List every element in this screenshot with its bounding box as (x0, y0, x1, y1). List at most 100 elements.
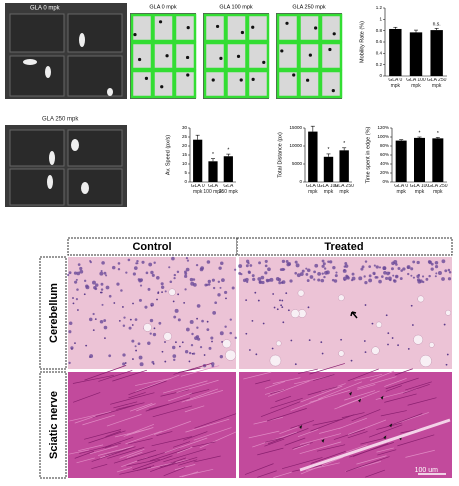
nucleus (177, 318, 181, 322)
nucleus (434, 265, 439, 269)
cell (272, 293, 275, 295)
nucleus (258, 280, 263, 285)
cell (397, 344, 399, 347)
x-tick-label-box: GLA 250 mpk (219, 184, 238, 194)
nucleus (322, 262, 326, 266)
nucleus (75, 298, 79, 301)
mouse (306, 78, 310, 82)
nucleus (67, 273, 70, 277)
y-tick-label: 5000 (292, 161, 303, 166)
nucleus (345, 274, 348, 278)
fiber (384, 378, 407, 387)
nucleus (410, 267, 414, 271)
nucleus (317, 278, 321, 282)
fiber (160, 389, 189, 397)
fiber (98, 370, 133, 382)
photo-label: GLA 0 mpk (30, 6, 61, 12)
fiber (176, 379, 219, 393)
tracking-arena (203, 13, 227, 43)
nucleus (217, 293, 221, 297)
nucleus (238, 264, 243, 269)
x-tick-label-box: GLA 0 mpk (394, 184, 408, 194)
fiber (351, 409, 381, 422)
fiber (313, 374, 335, 381)
fiber-gap (299, 418, 451, 472)
nucleus (391, 261, 395, 266)
nucleus (117, 268, 121, 271)
nucleus (260, 275, 265, 280)
nucleus (184, 272, 188, 276)
cell (262, 322, 265, 325)
mouse (328, 47, 332, 52)
fiber (356, 455, 387, 465)
x-tick-label-box: GLA 250 mpk (334, 184, 353, 194)
nucleus (430, 262, 434, 266)
arena (9, 129, 65, 167)
vacuole (168, 288, 176, 296)
x-tick-label: GLA 100 mpk (318, 184, 339, 195)
cell (407, 348, 410, 350)
cerebellum-image (239, 257, 452, 369)
row-header: Cerebellum (48, 283, 60, 343)
x-tick-label-box: GLA 100 mpk (410, 184, 429, 194)
tracking-arena (298, 69, 321, 99)
nucleus (173, 273, 177, 277)
nucleus (92, 312, 95, 316)
fiber (172, 441, 191, 448)
tracking-arena (130, 41, 154, 71)
nucleus (275, 276, 280, 281)
cell (320, 341, 323, 344)
nucleus (120, 289, 123, 292)
x-tick-label-box: GLA 100 mpk (203, 184, 222, 194)
mouse (45, 66, 51, 78)
fiber (290, 398, 323, 411)
fiber (79, 445, 112, 454)
fiber (260, 401, 301, 417)
fiber (128, 392, 146, 399)
nucleus (68, 330, 72, 334)
vacuole (297, 289, 305, 297)
arena (67, 168, 123, 206)
y-tick-label: 25 (182, 134, 188, 139)
nucleus (138, 298, 142, 302)
fiber (334, 398, 362, 410)
nucleus (447, 268, 451, 272)
x-tick-label-box: GLA 0 mpk (191, 184, 205, 194)
nucleus (221, 278, 225, 283)
nucleus (281, 280, 286, 284)
nucleus (196, 304, 201, 308)
fiber (360, 437, 387, 445)
cell (371, 322, 374, 325)
mouse (215, 24, 220, 29)
nucleus (190, 281, 195, 286)
bar (414, 137, 425, 182)
fiber (184, 405, 205, 413)
nucleus (105, 274, 108, 277)
cell (164, 341, 166, 343)
significance-label: * (328, 147, 330, 153)
tracking-label: GLA 250 mpk (292, 4, 326, 10)
cell (164, 360, 167, 363)
nucleus (374, 275, 378, 279)
vacuole (413, 334, 424, 345)
fiber (193, 427, 232, 441)
mouse (332, 32, 336, 36)
cell (446, 353, 449, 356)
cell (282, 321, 285, 324)
nucleus (287, 262, 292, 266)
y-tick-label: 5 (184, 170, 187, 175)
bar (223, 156, 233, 182)
mouse (79, 33, 85, 47)
nucleus (108, 354, 112, 358)
cell (131, 324, 134, 326)
cell (85, 344, 88, 347)
fiber (299, 433, 342, 445)
fiber (292, 442, 313, 449)
photo-label: GLA 250 mpk (42, 117, 79, 123)
nucleus (430, 267, 434, 271)
nucleus (189, 319, 194, 324)
arrowhead (299, 424, 303, 429)
nucleus (185, 267, 190, 272)
nucleus (188, 351, 192, 355)
y-tick-label: 0 (184, 179, 187, 184)
